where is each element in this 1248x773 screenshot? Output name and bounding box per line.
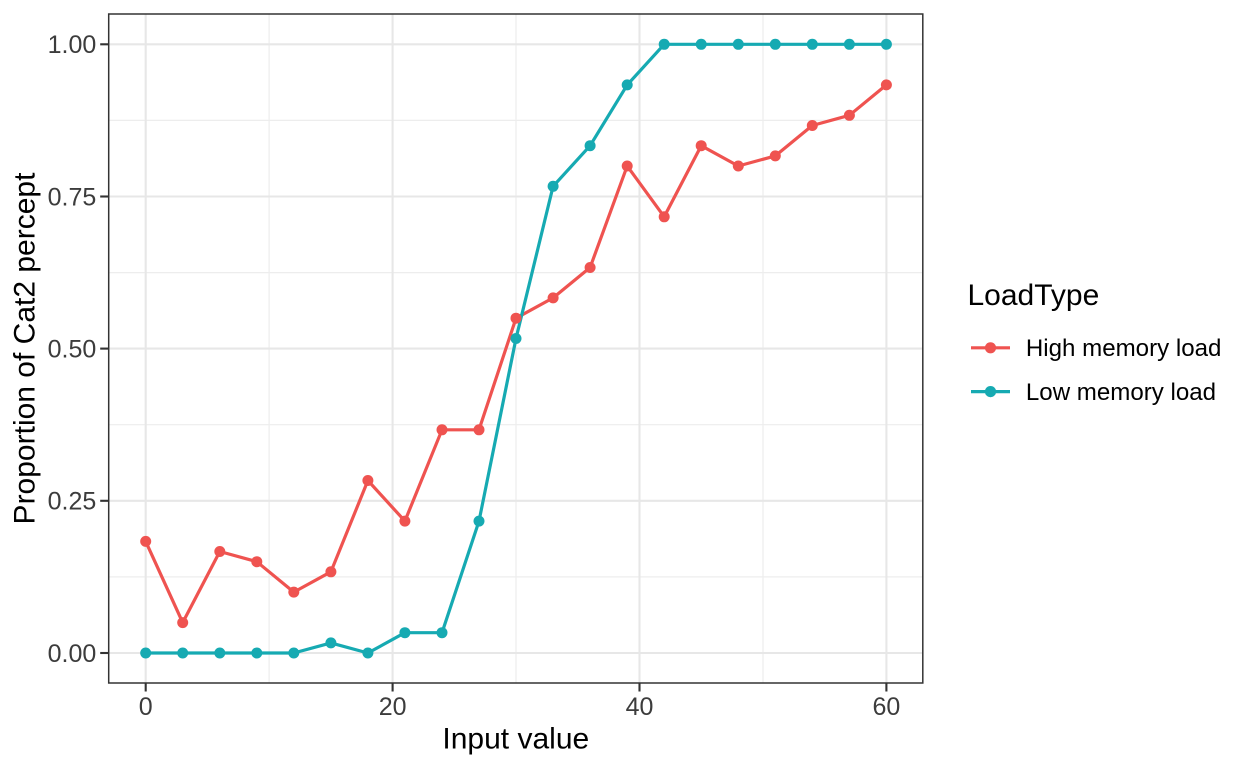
svg-text:0.00: 0.00 bbox=[48, 640, 97, 668]
svg-text:High memory load: High memory load bbox=[1026, 335, 1222, 362]
svg-text:1.00: 1.00 bbox=[48, 31, 97, 59]
svg-text:0: 0 bbox=[139, 693, 153, 721]
svg-text:60: 60 bbox=[872, 693, 900, 721]
svg-text:0.25: 0.25 bbox=[48, 488, 97, 516]
svg-text:LoadType: LoadType bbox=[968, 279, 1100, 312]
svg-text:0.75: 0.75 bbox=[48, 183, 97, 211]
svg-text:Input value: Input value bbox=[442, 723, 589, 756]
svg-text:40: 40 bbox=[626, 693, 654, 721]
svg-text:Low memory load: Low memory load bbox=[1026, 379, 1216, 406]
svg-text:20: 20 bbox=[379, 693, 407, 721]
svg-text:Proportion of Cat2 percept: Proportion of Cat2 percept bbox=[9, 172, 42, 525]
svg-text:0.50: 0.50 bbox=[48, 335, 97, 363]
